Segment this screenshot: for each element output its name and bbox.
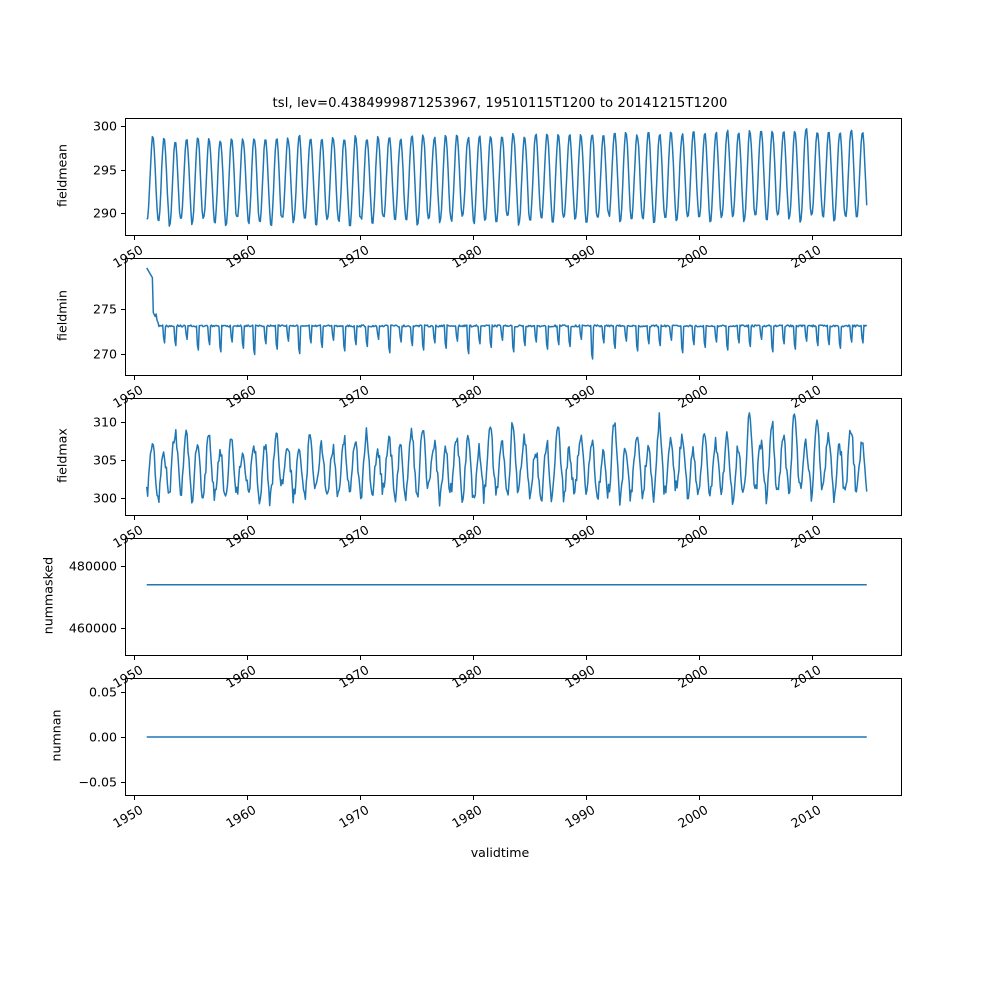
x-tick-mark — [134, 656, 136, 660]
x-tick-mark — [698, 236, 700, 240]
y-tick-mark — [121, 422, 125, 424]
subplot-fieldmin — [125, 258, 902, 376]
x-tick-mark — [134, 376, 136, 380]
y-tick-mark — [121, 628, 125, 630]
x-tick-mark — [811, 656, 813, 660]
plot-line-nummasked — [146, 584, 867, 586]
x-tick-mark — [698, 376, 700, 380]
x-tick-mark — [359, 656, 361, 660]
subplot-numnan — [125, 678, 902, 796]
plot-line-fieldmax — [145, 412, 868, 507]
y-tick-label: 480000 — [68, 558, 117, 574]
y-tick-label: 305 — [92, 452, 117, 468]
subplot-fieldmean — [125, 118, 902, 236]
x-axis-label: validtime — [470, 845, 530, 860]
x-tick-mark — [585, 796, 587, 800]
x-tick-mark — [246, 656, 249, 660]
y-tick-label: 300 — [92, 490, 117, 506]
x-tick-mark — [246, 796, 249, 800]
y-tick-label: 310 — [92, 414, 117, 430]
x-tick-mark — [472, 516, 474, 520]
y-tick-mark — [121, 497, 125, 499]
y-tick-mark — [121, 354, 125, 356]
y-tick-label: 300 — [92, 118, 117, 134]
x-tick-mark — [585, 656, 587, 660]
y-axis-label-nummasked: nummasked — [40, 556, 56, 635]
y-tick-mark — [121, 169, 125, 171]
figure-title: tsl, lev=0.4384999871253967, 19510115T12… — [272, 96, 728, 111]
x-tick-mark — [585, 236, 587, 240]
x-tick-mark — [585, 516, 587, 520]
x-tick-mark — [246, 236, 249, 240]
x-tick-mark — [134, 516, 136, 520]
x-tick-mark — [698, 516, 700, 520]
y-tick-label: 460000 — [68, 620, 117, 636]
y-tick-label: 275 — [92, 301, 117, 317]
x-tick-mark — [472, 236, 474, 240]
subplot-nummasked — [125, 538, 902, 656]
x-tick-mark — [811, 796, 813, 800]
x-tick-mark — [811, 516, 813, 520]
y-tick-mark — [121, 782, 125, 784]
y-tick-mark — [121, 691, 125, 693]
y-tick-label: 295 — [92, 162, 117, 178]
x-tick-mark — [246, 376, 249, 380]
x-tick-mark — [359, 516, 361, 520]
x-tick-mark — [134, 796, 136, 800]
plot-line-numnan — [146, 736, 867, 738]
x-tick-mark — [585, 376, 587, 380]
x-tick-mark — [698, 656, 700, 660]
y-tick-mark — [121, 308, 125, 310]
x-tick-mark — [811, 376, 813, 380]
plot-line-fieldmean — [146, 128, 868, 227]
y-tick-label: 0.05 — [88, 684, 117, 700]
x-tick-mark — [359, 236, 361, 240]
x-tick-mark — [359, 796, 361, 800]
y-tick-mark — [121, 460, 125, 462]
y-tick-label: −0.05 — [78, 774, 117, 790]
x-tick-mark — [698, 796, 700, 800]
x-tick-mark — [134, 236, 136, 240]
x-tick-mark — [359, 376, 361, 380]
y-tick-mark — [121, 125, 125, 127]
y-tick-mark — [121, 737, 125, 739]
x-tick-mark — [811, 236, 813, 240]
y-tick-label: 270 — [92, 346, 117, 362]
y-tick-label: 0.00 — [88, 729, 117, 745]
subplot-fieldmax — [125, 398, 902, 516]
x-tick-mark — [246, 516, 249, 520]
y-tick-mark — [121, 565, 125, 568]
y-tick-mark — [121, 213, 125, 215]
y-tick-label: 290 — [92, 205, 117, 221]
x-tick-mark — [472, 796, 474, 800]
x-tick-mark — [472, 376, 474, 380]
x-tick-mark — [472, 656, 474, 660]
plot-line-fieldmin — [146, 267, 868, 360]
